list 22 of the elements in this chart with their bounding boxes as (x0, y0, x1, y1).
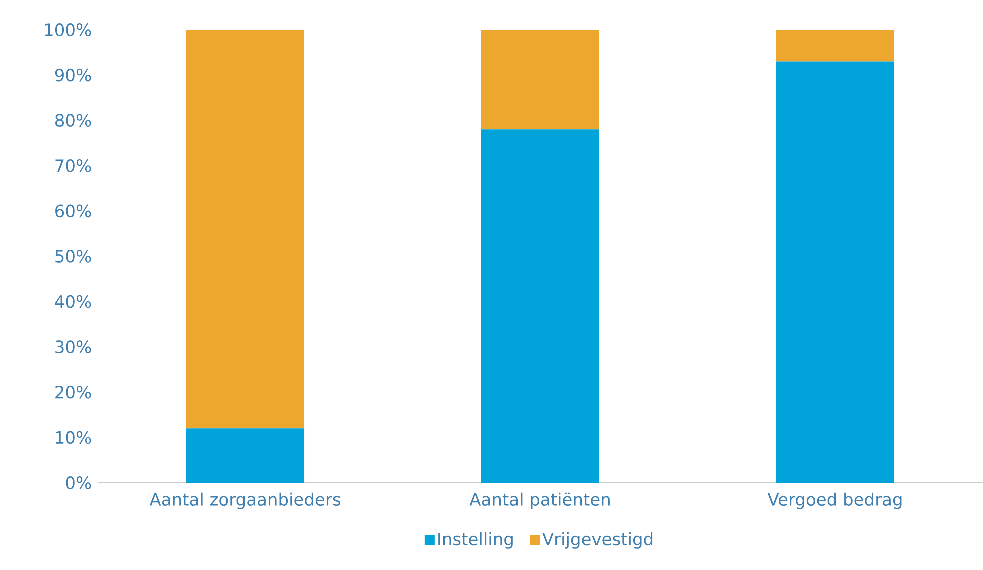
bar (776, 62, 894, 483)
y-tick-label: 70% (56, 159, 92, 172)
bar (776, 30, 894, 62)
bar (186, 30, 305, 429)
legend-label: Instelling (438, 532, 513, 549)
legend-label: Vrijgevestigd (542, 532, 653, 549)
x-tick-label: Aantal zorgaanbieders (150, 492, 340, 510)
bar (186, 428, 305, 483)
y-tick-label: 100% (45, 24, 92, 36)
y-tick-label: 40% (55, 295, 92, 308)
y-tick-label: 50% (56, 250, 92, 263)
x-tick-label: Aantal patiënten (470, 492, 610, 510)
y-tick-label: 0% (66, 476, 92, 490)
y-tick-label: 60% (56, 204, 92, 218)
bar (482, 130, 600, 483)
y-tick-label: 90% (55, 68, 92, 82)
y-tick-label: 20% (56, 386, 92, 399)
x-tick-label: Vergoed bedrag (768, 492, 902, 510)
y-tick-label: 80% (56, 114, 92, 128)
y-tick-label: 10% (56, 431, 92, 444)
bar (482, 30, 600, 130)
y-tick-label: 30% (56, 340, 92, 354)
